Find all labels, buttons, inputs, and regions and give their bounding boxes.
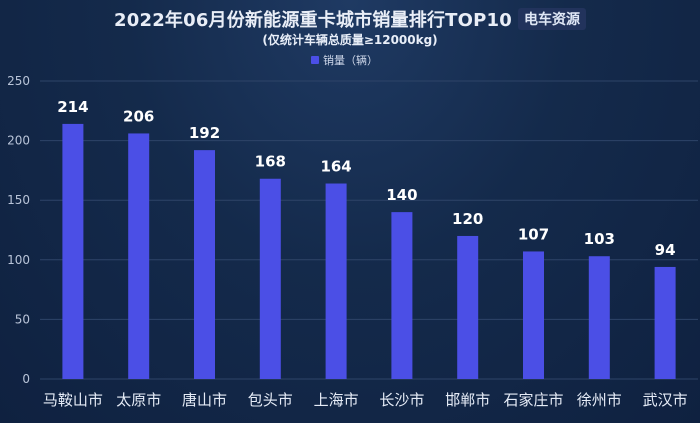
data-label: 164 [320,158,351,176]
bar [325,183,347,379]
data-label: 168 [255,153,286,171]
bar [654,266,676,379]
data-label: 94 [655,241,676,259]
data-label: 206 [123,107,154,125]
y-tick-label: 250 [7,74,30,88]
data-label: 140 [386,186,417,204]
y-tick-label: 150 [7,193,30,207]
brand-logo: 电车资源 [517,8,586,30]
legend-swatch [311,56,319,64]
x-tick-label: 邯郸市 [445,391,490,409]
bar [194,150,215,379]
bar [523,251,544,379]
x-tick-label: 太原市 [116,391,161,409]
y-tick-label: 100 [7,253,30,267]
x-tick-label: 马鞍山市 [43,391,103,409]
x-tick-label: 石家庄市 [503,391,563,409]
data-label: 103 [584,230,615,248]
x-tick-label: 长沙市 [379,391,424,409]
data-label: 120 [452,210,483,228]
x-tick-label: 武汉市 [643,391,688,409]
x-tick-label: 唐山市 [182,391,227,409]
y-tick-label: 50 [15,312,30,326]
x-tick-label: 上海市 [314,391,359,409]
y-tick-label: 0 [22,372,30,386]
bar [259,178,281,379]
legend[interactable]: 销量（辆） [311,52,378,68]
bar [588,256,610,379]
chart-title-area: 2022年06月份新能源重卡城市销量排行TOP10 电车资源 [0,6,700,32]
bar [62,123,84,379]
bar [457,235,479,379]
data-label: 192 [189,124,220,142]
data-label: 107 [518,225,549,243]
chart-subtitle: (仅统计车辆总质量≥12000kg) [262,33,438,47]
x-tick-label: 包头市 [248,391,293,409]
chart-title: 2022年06月份新能源重卡城市销量排行TOP10 [114,10,512,31]
y-tick-label: 200 [7,134,30,148]
x-tick-label: 徐州市 [577,391,622,409]
data-label: 214 [57,98,88,116]
bar [391,212,413,379]
legend-label: 销量（辆） [323,54,378,67]
bar [128,133,150,379]
